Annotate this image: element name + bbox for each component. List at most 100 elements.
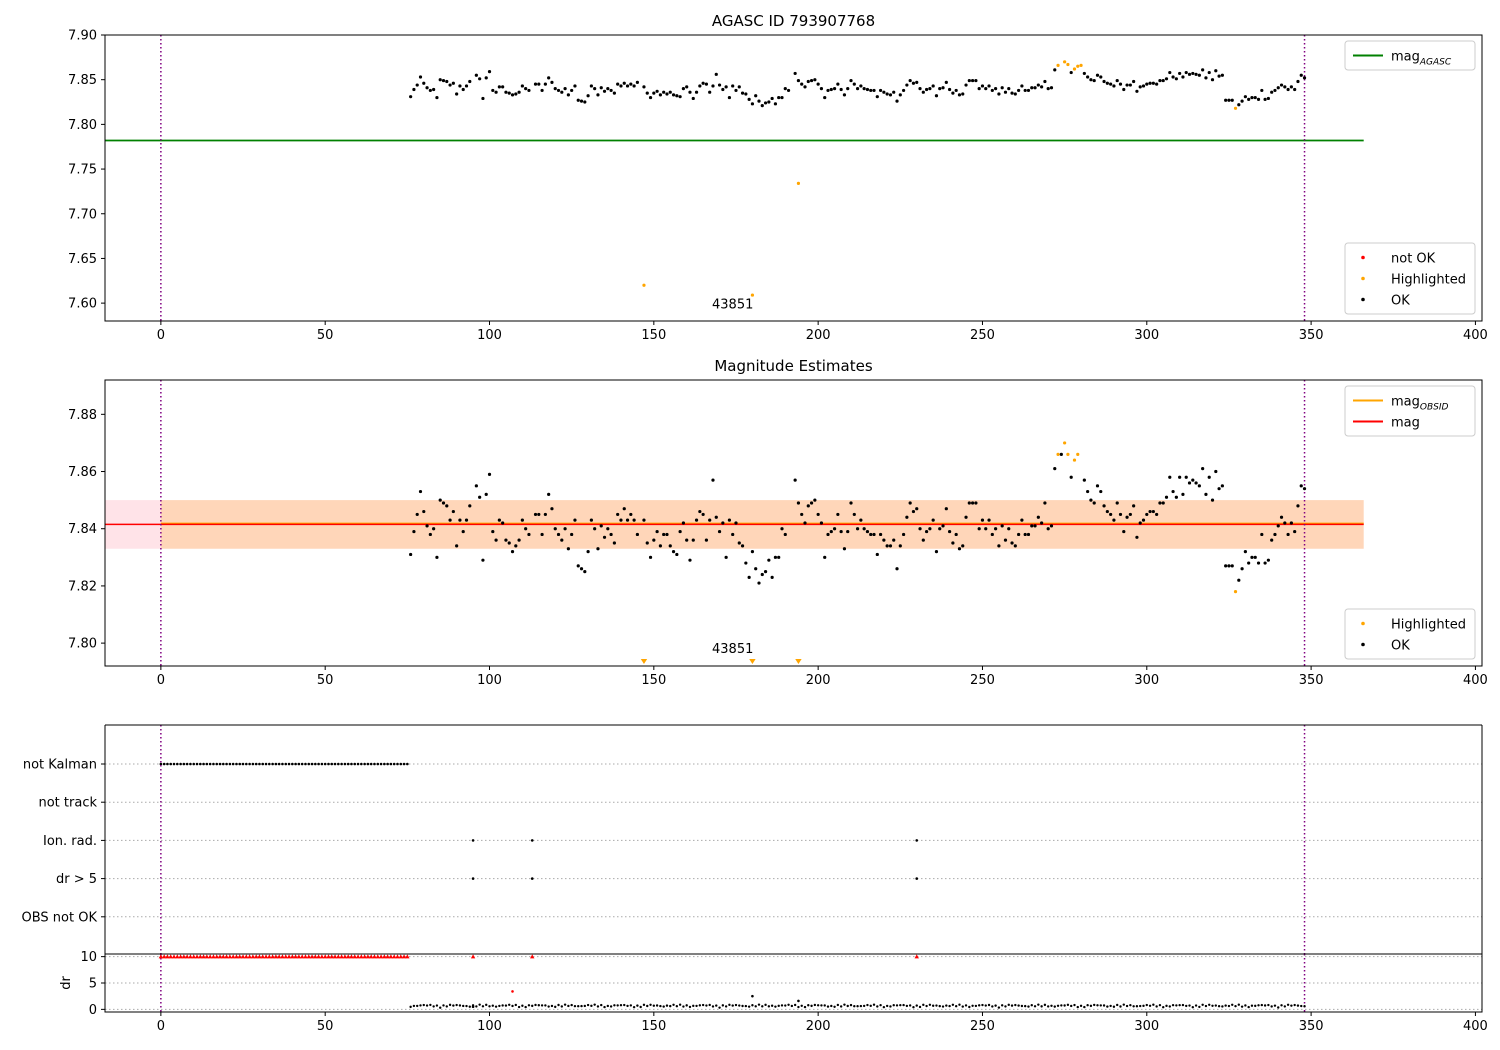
- data-point: [428, 532, 432, 537]
- data-point: [1224, 98, 1228, 102]
- dr-clipped-point: [237, 954, 242, 959]
- x-tick-label: 350: [1299, 673, 1324, 688]
- data-point: [547, 492, 551, 496]
- data-point: [875, 95, 879, 99]
- flag-point: [363, 762, 366, 766]
- dr-clipped-point: [385, 954, 390, 959]
- x-tick-label: 300: [1134, 1019, 1159, 1034]
- data-point: [517, 90, 521, 94]
- data-point: [1023, 532, 1027, 537]
- data-point: [445, 79, 449, 84]
- data-point: [602, 89, 607, 93]
- data-point: [570, 88, 574, 93]
- dr-point: [1208, 1003, 1211, 1006]
- flag-point: [248, 762, 251, 766]
- dr-clipped-point: [336, 954, 341, 959]
- data-point: [1273, 532, 1277, 537]
- data-point: [635, 80, 639, 84]
- x-tick-label: 400: [1463, 328, 1488, 343]
- dr-point: [711, 1005, 715, 1008]
- dr-clipped-point: [198, 954, 203, 959]
- dr-point: [504, 1004, 508, 1007]
- dr-point: [1257, 1004, 1260, 1007]
- dr-point: [501, 1004, 504, 1007]
- data-point: [1181, 492, 1185, 496]
- dr-point: [1234, 1004, 1237, 1008]
- data-point: [415, 83, 419, 87]
- data-point: [941, 86, 945, 90]
- data-point: [662, 532, 666, 537]
- panel-title: AGASC ID 793907768: [712, 12, 875, 30]
- x-tick-label: 100: [477, 673, 502, 688]
- y-tick-label: 7.65: [68, 252, 97, 267]
- dr-point: [429, 1003, 432, 1007]
- flag-point: [297, 762, 301, 766]
- flag-point: [360, 762, 363, 766]
- data-point: [1178, 71, 1182, 76]
- data-point: [458, 518, 462, 522]
- data-point: [734, 88, 738, 93]
- dr-point: [1175, 1004, 1178, 1007]
- data-point: [1184, 70, 1188, 75]
- y-tick-label: 10: [80, 950, 97, 965]
- data-point: [1194, 481, 1198, 485]
- legend: magAGASC: [1344, 40, 1476, 71]
- dr-point: [1099, 1004, 1102, 1007]
- data-point: [717, 83, 722, 87]
- dr-point: [422, 1003, 425, 1007]
- dr-point: [761, 1005, 764, 1008]
- data-point: [1210, 498, 1215, 502]
- data-point: [1207, 475, 1211, 479]
- data-point: [691, 538, 695, 542]
- data-point: [750, 102, 755, 106]
- data-point: [1017, 88, 1021, 93]
- dr-point: [1020, 1004, 1024, 1008]
- dr-clipped-point: [914, 954, 919, 959]
- flag-point: [212, 762, 215, 766]
- dr-point: [734, 1003, 738, 1007]
- flag-point: [915, 839, 919, 842]
- data-point: [1296, 79, 1300, 84]
- data-point: [1237, 103, 1241, 107]
- dr-clipped-point: [313, 954, 318, 959]
- data-point: [921, 538, 925, 542]
- data-point: [1181, 75, 1185, 79]
- flag-point: [208, 762, 212, 766]
- dr-point: [922, 1003, 925, 1007]
- data-point: [451, 81, 455, 85]
- flag-point: [376, 762, 380, 766]
- flag-point: [218, 762, 222, 766]
- data-point: [757, 581, 761, 585]
- data-point: [606, 527, 610, 531]
- data-point: [1000, 86, 1004, 90]
- flag-point: [222, 762, 225, 766]
- data-point: [491, 529, 495, 534]
- data-point: [1105, 81, 1109, 85]
- data-point: [783, 532, 787, 537]
- dr-clipped-point: [257, 954, 262, 959]
- data-point: [576, 564, 580, 568]
- data-point: [839, 529, 843, 534]
- flag-point: [182, 762, 186, 766]
- dr-point: [997, 1006, 1001, 1009]
- data-point: [1194, 72, 1198, 76]
- data-point: [497, 85, 501, 89]
- data-point: [767, 558, 771, 562]
- dr-point: [652, 1004, 656, 1007]
- data-point: [1174, 77, 1178, 81]
- data-point: [1049, 524, 1054, 528]
- dr-point: [721, 1004, 725, 1007]
- dr-point: [1132, 1005, 1135, 1008]
- dr-point: [1093, 1003, 1096, 1007]
- y-tick-label: 7.88: [68, 408, 97, 423]
- legend-dot-swatch: [1361, 297, 1365, 302]
- data-point: [648, 555, 653, 559]
- x-tick-label: 350: [1299, 328, 1324, 343]
- data-point: [974, 501, 978, 505]
- data-point: [520, 84, 524, 88]
- data-point: [1220, 73, 1224, 77]
- data-point: [1191, 71, 1195, 76]
- data-point: [980, 84, 985, 88]
- dr-clipped-point: [280, 954, 285, 959]
- data-point: [819, 87, 824, 91]
